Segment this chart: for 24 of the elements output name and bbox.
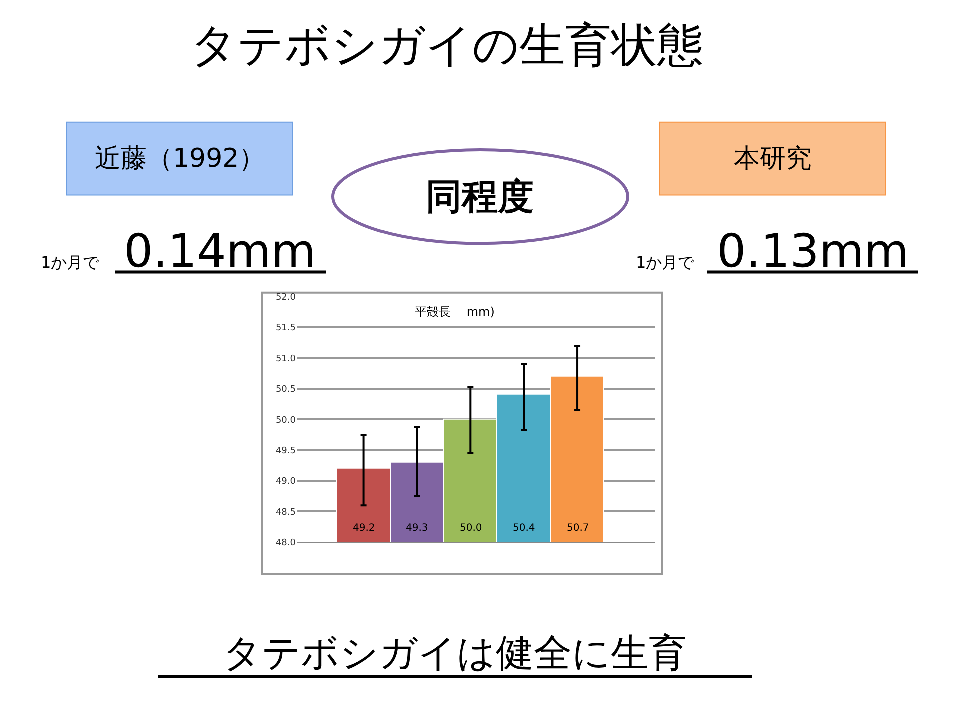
y-tick-label: 51.5 xyxy=(276,324,296,334)
chart-title: タテボシガイの生育状態 xyxy=(190,18,704,72)
y-tick-label: 50.0 xyxy=(276,416,296,426)
data-label: 50.0 xyxy=(460,523,482,534)
text: 0.14mm xyxy=(124,224,316,278)
y-tick-label: 48.0 xyxy=(276,538,296,549)
data-label: 49.3 xyxy=(406,523,428,534)
y-tick-label: 50.5 xyxy=(276,385,296,396)
text: 近藤（1992） xyxy=(95,144,266,174)
text: 1か月で xyxy=(41,253,100,272)
y-tick-label: 51.0 xyxy=(276,354,296,364)
data-label: 50.7 xyxy=(567,523,590,534)
y-tick-label: 49.5 xyxy=(276,446,296,456)
y-tick-label: 49.0 xyxy=(276,477,296,488)
text: 平殻長 mm) xyxy=(415,305,495,319)
y-tick-label: 52.0 xyxy=(276,293,296,304)
text: 0.13mm xyxy=(717,224,910,278)
data-label: 50.4 xyxy=(513,523,536,534)
text: 1か月で xyxy=(636,253,696,272)
data-label: 49.2 xyxy=(353,523,376,534)
text: タテボシガイは健全に生育 xyxy=(223,631,687,675)
text: 同程度 xyxy=(426,177,534,218)
y-tick-label: 48.5 xyxy=(276,508,296,518)
text: 本研究 xyxy=(734,144,812,174)
